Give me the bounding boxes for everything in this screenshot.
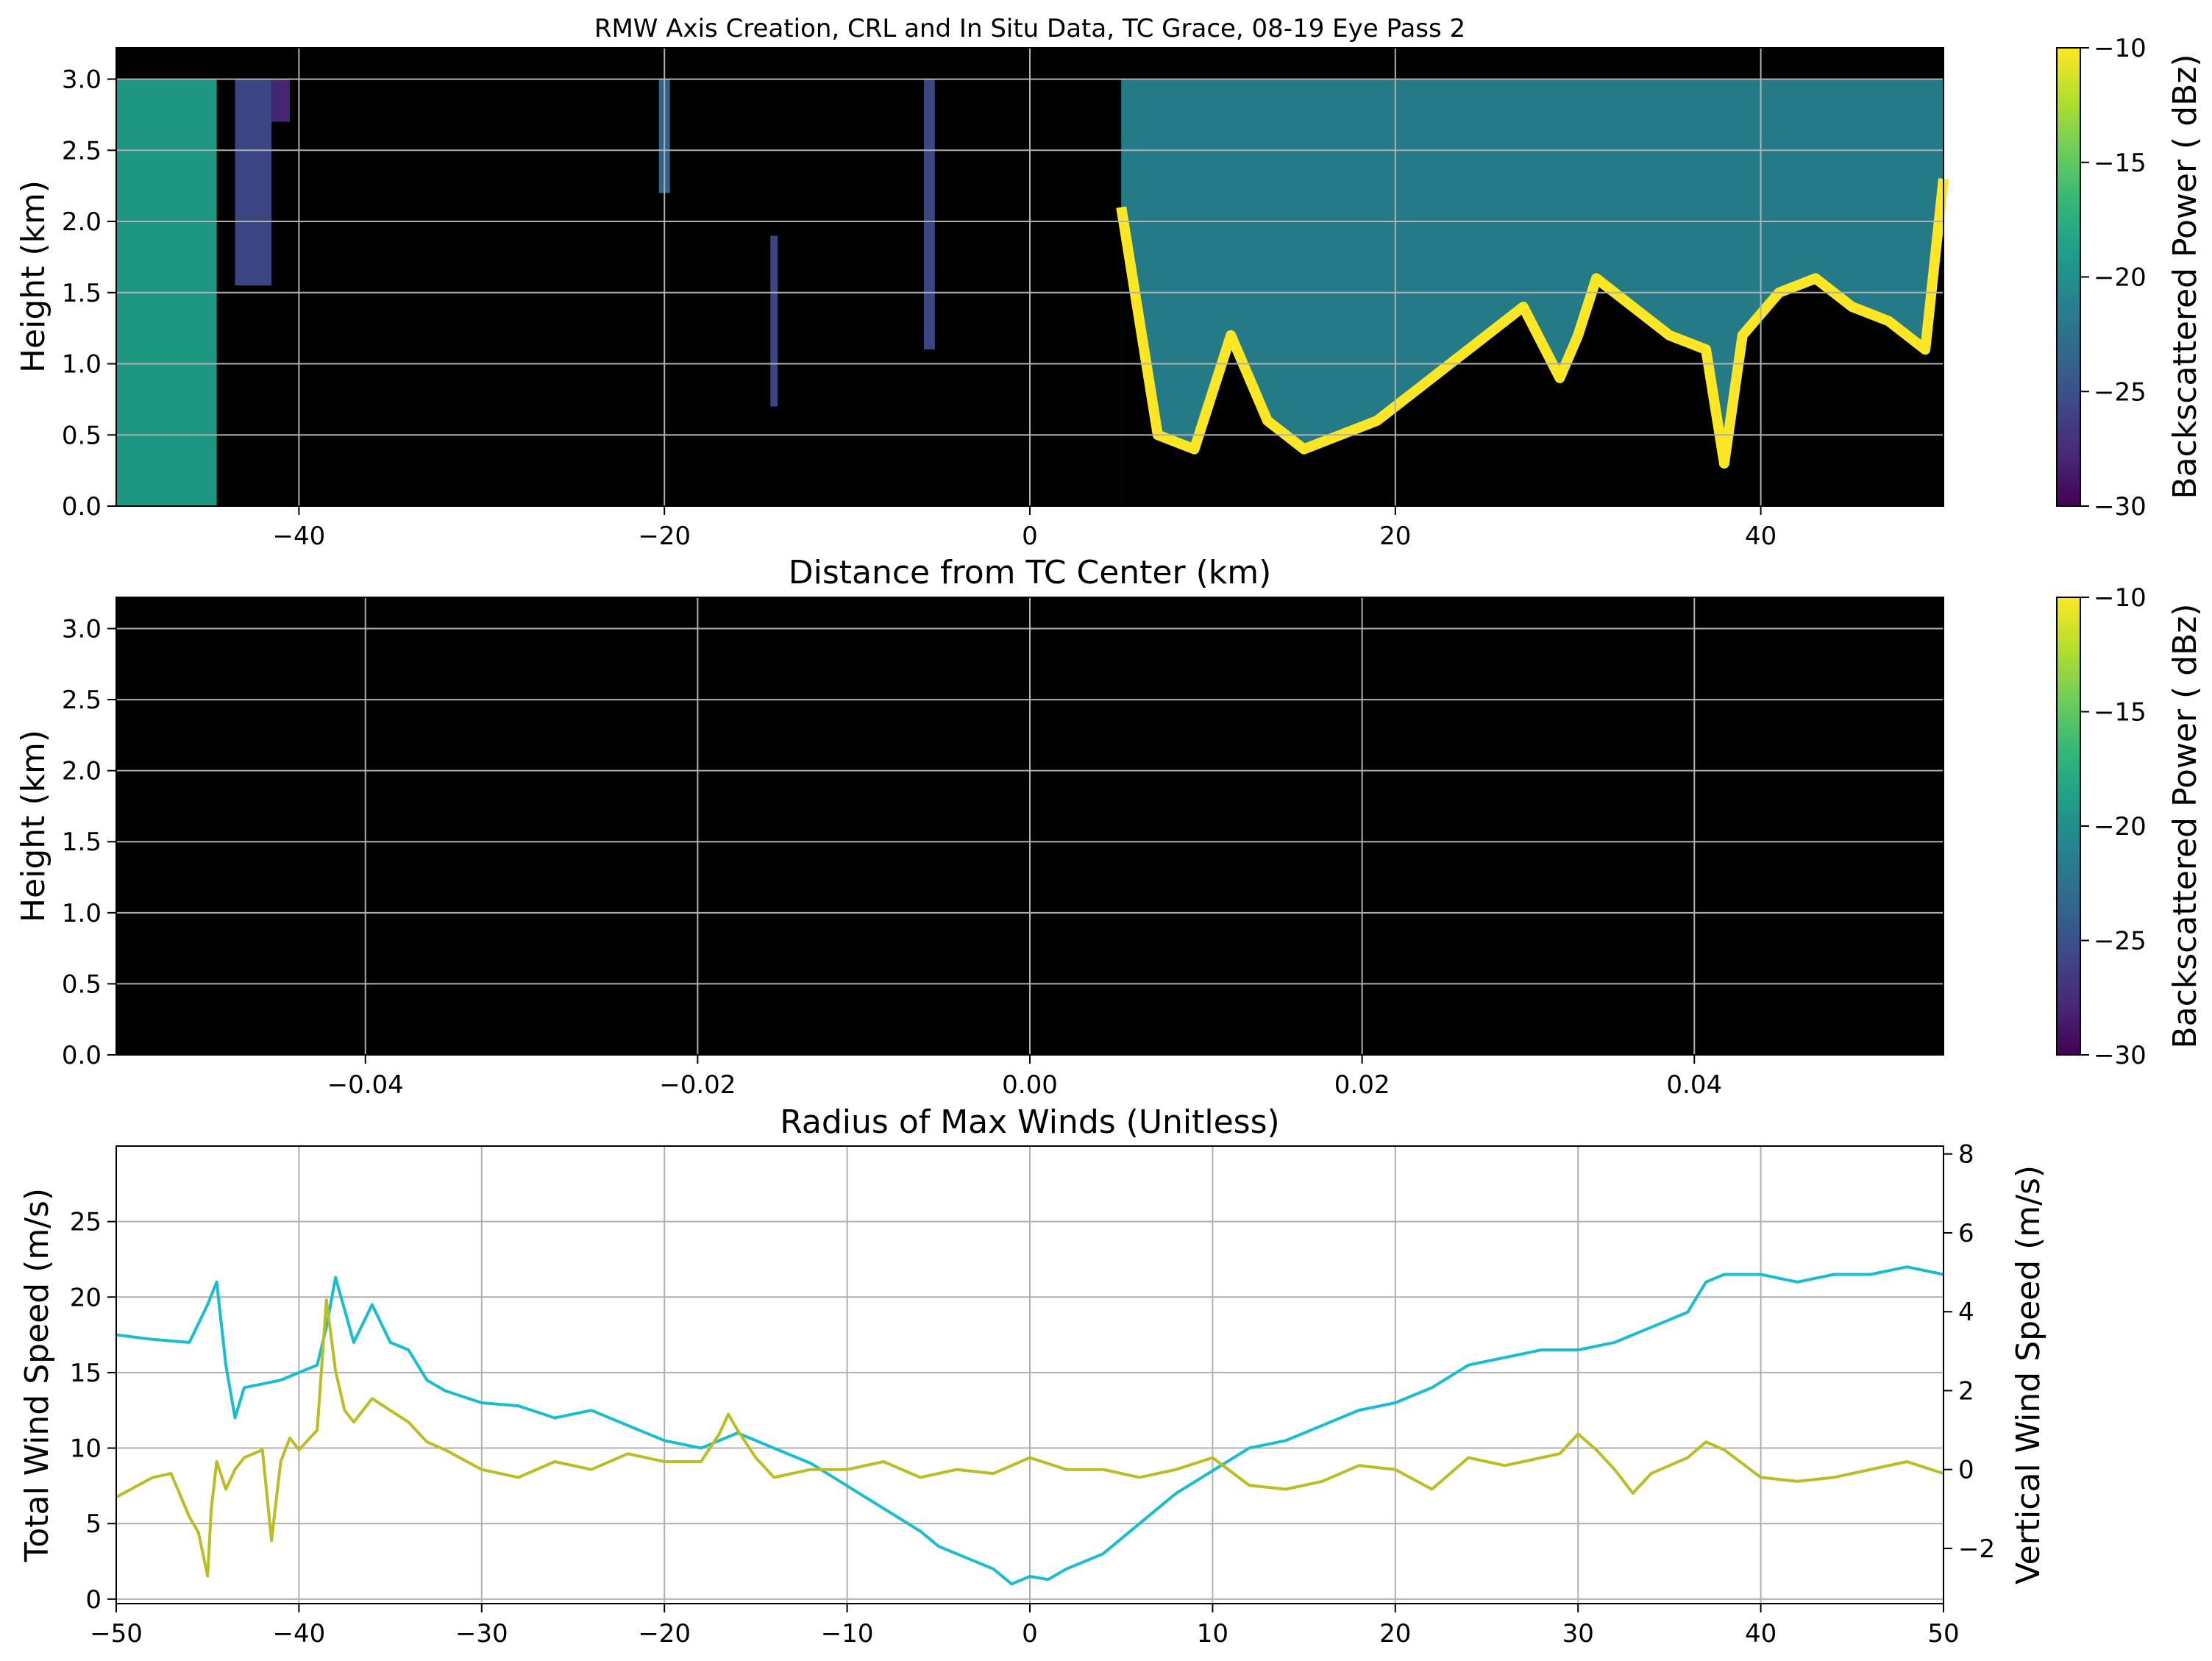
figure-title: RMW Axis Creation, CRL and In Situ Data,… [594,14,1465,43]
crl-rmw-y-tick-label: 3.0 [62,614,102,644]
vertical-wind-y-axis-label: Vertical Wind Speed (m/s) [2010,1165,2047,1584]
vertical-wind-y-ticks: −2 0 2 4 6 8 [1943,1140,1995,1564]
crl-distance-y-ticks: 0.0 0.5 1.0 1.5 2.0 2.5 3.0 [62,65,116,522]
crl-rmw-colorbar-tick-label: −15 [2094,698,2147,728]
in-situ-wind-x-tick-label: −50 [90,1619,143,1648]
crl-rmw-x-tick-label: 0.04 [1666,1070,1722,1100]
crl-distance-y-tick-label: 0.0 [62,492,102,522]
crl-rmw-y-axis-label: Height (km) [15,730,52,922]
crl-distance-y-tick-label: 2.5 [62,136,102,166]
crl-distance-x-tick-label: −20 [638,522,691,551]
crl-rmw-y-tick-label: 1.5 [62,828,102,857]
in-situ-wind-x-tick-label: 50 [1927,1619,1959,1648]
crl-distance-colorbar-tick-label: −25 [2094,377,2147,407]
vertical-wind-series [115,1298,1944,1578]
in-situ-wind-y-tick-label: 15 [70,1359,102,1388]
crl-distance-x-tick-label: 0 [1022,522,1038,551]
cloud-base-mask [1121,179,1943,506]
crl-rmw-colorbar-ticks: −30 −25 −20 −15 −10 [2080,583,2147,1070]
crl-distance-panel: −40 −20 0 20 40 0.0 0.5 1.0 1.5 2.0 2.5 3.0 Distan… [15,34,2204,591]
vertical-wind-y-tick-label: 4 [1958,1298,1974,1327]
crl-distance-colorbar: −30 −25 −20 −15 −10 Backscattered Power ( dB… [2056,34,2204,522]
in-situ-wind-y-tick-label: 10 [70,1434,102,1464]
in-situ-wind-x-tick-label: 10 [1197,1619,1228,1648]
crl-rmw-panel: −0.04 −0.02 0.00 0.02 0.04 0.0 0.5 1.0 1.5 2.0 2.… [15,583,2204,1141]
in-situ-wind-x-tick-label: −30 [455,1619,508,1648]
crl-rmw-x-ticks: −0.04 −0.02 0.00 0.02 0.04 [327,1055,1722,1100]
in-situ-wind-y-tick-label: 5 [85,1509,102,1539]
in-situ-wind-y-tick-label: 0 [85,1585,102,1615]
crl-distance-colorbar-tick-label: −30 [2094,492,2147,522]
crl-distance-x-axis-label: Distance from TC Center (km) [789,554,1272,591]
crl-distance-y-tick-label: 2.0 [62,207,102,237]
crl-distance-x-tick-label: −40 [273,522,326,551]
crl-rmw-colorbar-tick-label: −20 [2094,812,2147,842]
crl-distance-colorbar-ticks: −30 −25 −20 −15 −10 [2080,34,2147,522]
crl-rmw-colorbar-tick-label: −10 [2094,583,2147,613]
crl-rmw-colorbar-gradient [2057,597,2080,1055]
in-situ-wind-x-tick-label: 40 [1745,1619,1777,1648]
in-situ-wind-grid [115,1146,1944,1604]
in-situ-wind-x-tick-label: 0 [1022,1619,1038,1648]
crl-rmw-y-tick-label: 2.0 [62,757,102,786]
crl-distance-x-ticks: −40 −20 0 20 40 [273,506,1777,551]
cloud-region [235,79,272,286]
vertical-wind-y-tick-label: 8 [1958,1140,1974,1170]
crl-rmw-x-axis-label: Radius of Max Winds (Unitless) [780,1103,1279,1141]
in-situ-wind-x-tick-label: −10 [821,1619,874,1648]
crl-rmw-x-tick-label: −0.04 [327,1070,404,1100]
vertical-wind-line [115,1298,1944,1578]
crl-distance-x-tick-label: 20 [1379,522,1411,551]
crl-rmw-x-tick-label: 0.02 [1334,1070,1390,1100]
in-situ-wind-y-tick-label: 25 [70,1208,102,1237]
crl-rmw-colorbar-tick-label: −25 [2094,927,2147,956]
vertical-wind-y-tick-label: 6 [1958,1219,1974,1248]
crl-rmw-y-tick-label: 0.0 [62,1041,102,1070]
crl-rmw-y-tick-label: 0.5 [62,970,102,999]
crl-distance-y-tick-label: 1.0 [62,350,102,380]
vertical-wind-y-tick-label: −2 [1958,1534,1995,1564]
crl-distance-y-axis-label: Height (km) [15,180,52,373]
crl-distance-colorbar-gradient [2057,48,2080,506]
crl-rmw-y-tick-label: 1.0 [62,899,102,928]
crl-rmw-colorbar: −30 −25 −20 −15 −10 Backscattered Power ( dB… [2056,583,2204,1070]
crl-rmw-colorbar-tick-label: −30 [2094,1041,2147,1070]
crl-distance-y-tick-label: 1.5 [62,279,102,308]
crl-distance-colorbar-tick-label: −10 [2094,34,2147,63]
crl-rmw-x-tick-label: 0.00 [1002,1070,1058,1100]
crl-rmw-y-tick-label: 2.5 [62,686,102,715]
cloud-region [770,235,778,407]
in-situ-wind-x-ticks: −50 −40 −30 −20 −10 0 10 20 30 40 50 [90,1604,1960,1648]
crl-distance-colorbar-tick-label: −15 [2094,149,2147,178]
in-situ-wind-y-tick-label: 20 [70,1283,102,1312]
crl-distance-colorbar-label: Backscattered Power ( dBz) [2166,54,2204,499]
crl-rmw-x-tick-label: −0.02 [659,1070,736,1100]
total-wind-y-axis-label: Total Wind Speed (m/s) [18,1188,56,1562]
crl-rmw-y-ticks: 0.0 0.5 1.0 1.5 2.0 2.5 3.0 [62,614,116,1070]
crl-rmw-colorbar-label: Backscattered Power ( dBz) [2166,603,2204,1048]
in-situ-wind-x-tick-label: −40 [273,1619,326,1648]
vertical-wind-y-tick-label: 2 [1958,1376,1974,1406]
cloud-region [923,79,935,350]
cloud-region [271,79,290,122]
cloud-base-edge [1116,178,1949,469]
crl-distance-y-tick-label: 3.0 [62,65,102,95]
in-situ-wind-x-tick-label: 20 [1379,1619,1411,1648]
crl-distance-y-tick-label: 0.5 [62,421,102,450]
crl-distance-x-tick-label: 40 [1745,522,1777,551]
crl-distance-colorbar-tick-label: −20 [2094,263,2147,293]
vertical-wind-y-tick-label: 0 [1958,1456,1974,1485]
in-situ-wind-x-tick-label: −20 [638,1619,691,1648]
total-wind-y-ticks: 0 5 10 15 20 25 [70,1208,116,1615]
in-situ-wind-x-tick-label: 30 [1562,1619,1594,1648]
